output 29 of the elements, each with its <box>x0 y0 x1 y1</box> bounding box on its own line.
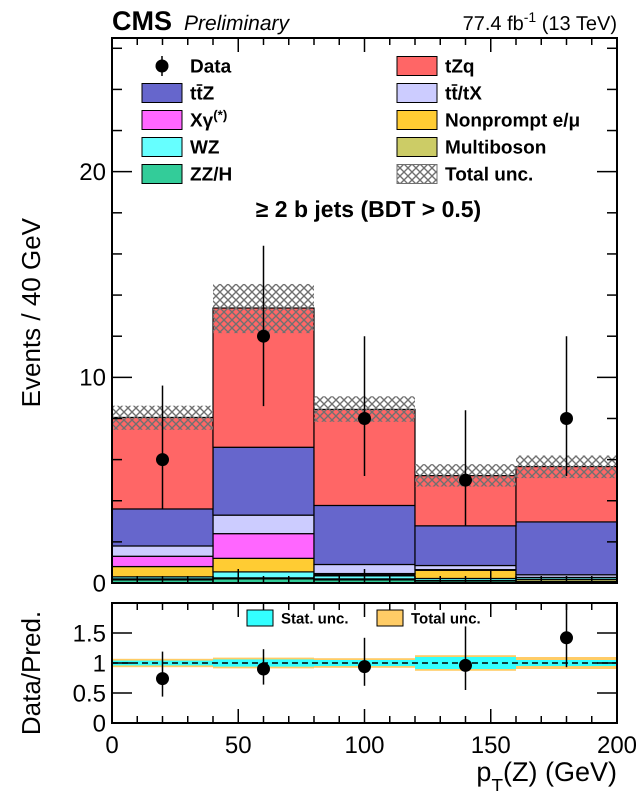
x-tick-label: 50 <box>224 732 252 759</box>
y-tick-label: 0.5 <box>72 680 106 708</box>
text: 77.4 fb$^{-1}$ (13 TeV) <box>462 9 617 35</box>
legend-label: Xγ$^{(*)}$ <box>190 107 228 132</box>
x-tick-label: 200 <box>596 732 638 759</box>
legend-label: Nonprompt e/μ <box>445 110 580 132</box>
legend-label: WZ <box>190 138 220 159</box>
chart-title: CMS <box>112 6 172 36</box>
legend-label: tZq <box>445 56 475 78</box>
legend-label: ZZ/H <box>190 164 232 186</box>
annotation: ≥ 2 b jets (BDT > 0.5) <box>256 196 482 222</box>
legend-label: tt̄Z <box>190 84 215 105</box>
legend-label: Stat. unc. <box>281 610 349 628</box>
chart-subtitle: Preliminary <box>184 12 291 35</box>
x-tick-label: 100 <box>344 732 385 759</box>
legend-label: Data <box>190 56 232 78</box>
y-tick-label: 0 <box>92 570 106 598</box>
legend-label: Multiboson <box>445 138 546 159</box>
x-tick-label: 150 <box>470 732 511 759</box>
legend-label: tt̄/tX <box>445 84 482 105</box>
legend-label: Total unc. <box>445 164 534 186</box>
legend-label: Total unc. <box>411 610 481 628</box>
y-tick-label: 1 <box>92 650 106 678</box>
y-axis-title: Data/Pred. <box>16 610 46 736</box>
y-axis-title: Events / 40 GeV <box>16 217 46 408</box>
y-tick-label: 10 <box>79 364 106 392</box>
y-tick-label: 1.5 <box>72 620 106 648</box>
y-tick-label: 0 <box>92 710 106 738</box>
y-tick-label: 20 <box>79 159 106 186</box>
